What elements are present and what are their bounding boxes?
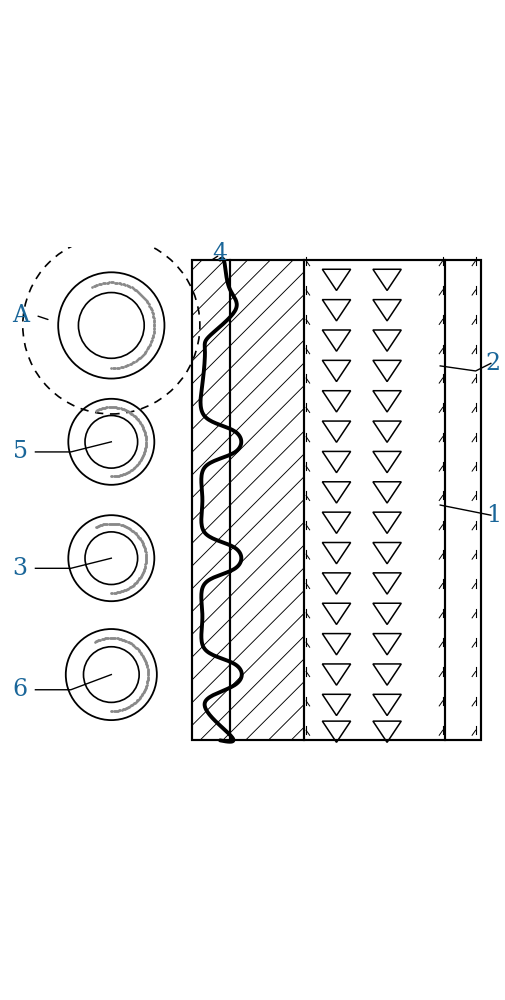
- Text: 3: 3: [13, 557, 28, 580]
- Text: 6: 6: [13, 678, 28, 701]
- Text: 2: 2: [485, 352, 500, 375]
- Text: 5: 5: [13, 440, 28, 463]
- Text: 1: 1: [485, 504, 500, 527]
- Text: 4: 4: [212, 242, 227, 265]
- Text: A: A: [12, 304, 29, 327]
